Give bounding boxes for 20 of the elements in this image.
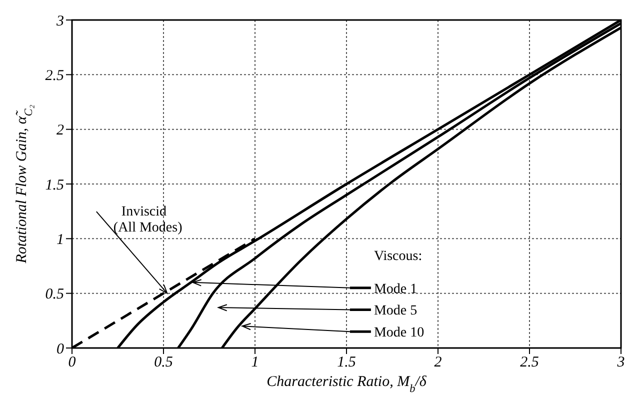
y-tick-label: 2 <box>56 122 64 139</box>
x-tick-label: 3 <box>616 354 625 371</box>
x-tick-label: 0 <box>68 354 76 371</box>
x-tick-label: 2 <box>434 354 442 371</box>
y-tick-label: 0 <box>56 341 64 358</box>
text: Inviscid (All Modes) <box>113 204 183 236</box>
legend-label: Mode 5 <box>374 304 418 319</box>
y-tick-label: 3 <box>56 13 64 30</box>
legend-label: Mode 1 <box>374 282 418 297</box>
annotation: Viscous: <box>374 249 422 264</box>
legend-label: Mode 10 <box>374 326 424 341</box>
x-axis-title: Characteristic Ratio, M$_{b}$/δ <box>266 374 428 395</box>
y-tick-label: 1 <box>56 232 64 248</box>
y-tick-label: 0.5 <box>45 286 64 303</box>
y-tick-label: 1.5 <box>45 177 64 194</box>
y-tick-label: 2.5 <box>45 68 64 84</box>
x-tick-label: 0.5 <box>154 354 174 371</box>
x-tick-label: 1.5 <box>337 354 356 371</box>
x-tick-label: 2.5 <box>520 354 540 371</box>
x-tick-label: 1 <box>251 354 259 371</box>
